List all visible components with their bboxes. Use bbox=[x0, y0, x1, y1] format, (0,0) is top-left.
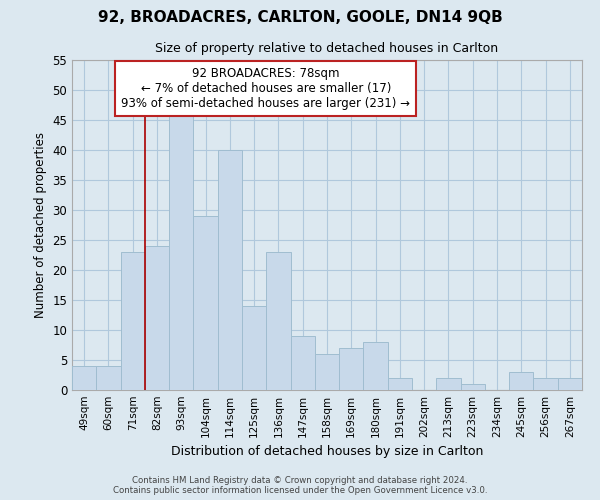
Bar bbox=[218, 150, 242, 390]
Bar bbox=[121, 252, 145, 390]
Text: 92, BROADACRES, CARLTON, GOOLE, DN14 9QB: 92, BROADACRES, CARLTON, GOOLE, DN14 9QB bbox=[98, 10, 502, 25]
Bar bbox=[461, 384, 485, 390]
Y-axis label: Number of detached properties: Number of detached properties bbox=[34, 132, 47, 318]
Text: Contains HM Land Registry data © Crown copyright and database right 2024.
Contai: Contains HM Land Registry data © Crown c… bbox=[113, 476, 487, 495]
Bar bbox=[96, 366, 121, 390]
Bar bbox=[193, 216, 218, 390]
Bar bbox=[388, 378, 412, 390]
X-axis label: Distribution of detached houses by size in Carlton: Distribution of detached houses by size … bbox=[171, 446, 483, 458]
Bar bbox=[339, 348, 364, 390]
Bar bbox=[315, 354, 339, 390]
Bar bbox=[558, 378, 582, 390]
Bar bbox=[266, 252, 290, 390]
Bar bbox=[364, 342, 388, 390]
Bar bbox=[290, 336, 315, 390]
Bar bbox=[436, 378, 461, 390]
Bar bbox=[533, 378, 558, 390]
Bar bbox=[145, 246, 169, 390]
Bar bbox=[169, 114, 193, 390]
Bar bbox=[242, 306, 266, 390]
Bar bbox=[72, 366, 96, 390]
Text: 92 BROADACRES: 78sqm
← 7% of detached houses are smaller (17)
93% of semi-detach: 92 BROADACRES: 78sqm ← 7% of detached ho… bbox=[121, 66, 410, 110]
Bar bbox=[509, 372, 533, 390]
Title: Size of property relative to detached houses in Carlton: Size of property relative to detached ho… bbox=[155, 42, 499, 54]
